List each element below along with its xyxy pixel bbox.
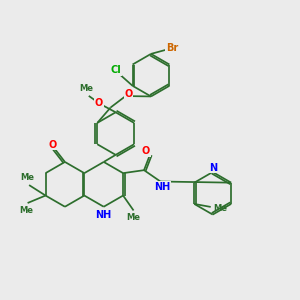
Text: NH: NH [154,182,170,192]
Text: O: O [124,89,133,99]
Text: Me: Me [213,204,227,213]
Text: O: O [49,140,57,150]
Text: N: N [208,163,217,172]
Text: Me: Me [21,173,34,182]
Text: Me: Me [79,84,93,93]
Text: Cl: Cl [110,65,121,75]
Text: Br: Br [166,43,178,53]
Text: NH: NH [96,210,112,220]
Text: O: O [94,98,103,108]
Text: O: O [142,146,150,156]
Text: Me: Me [19,206,33,215]
Text: Me: Me [127,214,141,223]
